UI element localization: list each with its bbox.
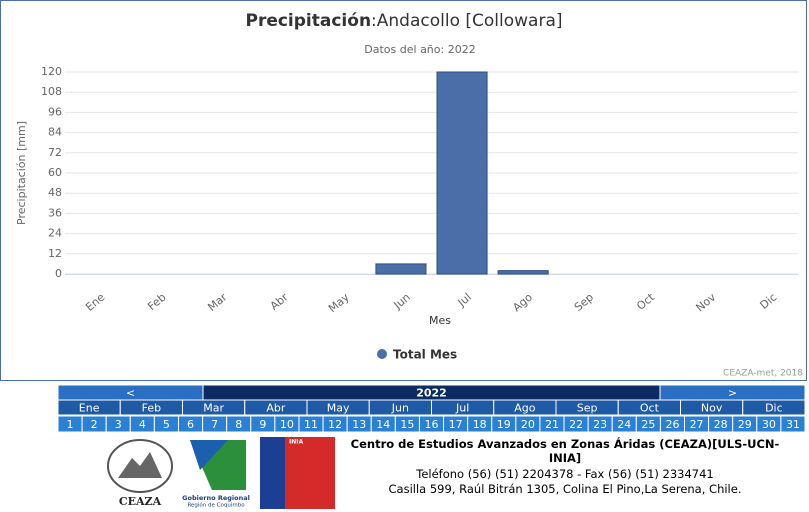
day[interactable]: 21 [545,418,559,431]
bar [436,71,488,275]
day[interactable]: 17 [449,418,463,431]
logo-text: CEAZA [119,495,162,508]
y-tick-label: 84 [48,126,62,139]
y-tick-label: 0 [55,267,62,280]
credit: CEAZA-met, 2018 [723,369,803,379]
day[interactable]: 2 [91,418,98,431]
day[interactable]: 16 [425,418,439,431]
y-tick-label: 108 [41,85,62,98]
day[interactable]: 1 [67,418,74,431]
chart-title: Precipitación:Andacollo [Collowara] [245,11,562,31]
day[interactable]: 30 [762,418,776,431]
day[interactable]: 11 [304,418,318,431]
day[interactable]: 7 [211,418,218,431]
month[interactable]: Sep [577,402,598,415]
title-station: :Andacollo [Collowara] [371,11,562,31]
day[interactable]: 5 [163,418,170,431]
month-cell[interactable] [742,399,806,416]
footer-phone: Teléfono (56) (51) 2204378 - Fax (56) (5… [416,467,714,481]
day[interactable]: 24 [617,418,631,431]
y-axis-label: Precipitación [mm] [15,121,28,225]
footer-address: Casilla 599, Raúl Bitrán 1305, Colina El… [388,482,742,496]
y-tick-label: 12 [48,247,62,260]
month[interactable]: Mar [203,402,224,415]
logo-gore-shape2 [190,440,228,470]
prev-year[interactable]: < [126,387,135,400]
month[interactable]: Jun [391,402,409,415]
y-tick-label: 120 [41,65,62,78]
day[interactable]: 3 [115,418,122,431]
day[interactable]: 22 [569,418,583,431]
chart-frame [0,0,807,381]
day-cell[interactable] [780,415,806,433]
day[interactable]: 28 [714,418,728,431]
y-tick-label: 96 [48,105,62,118]
legend-label: Total Mes [393,348,457,362]
day[interactable]: 15 [400,418,414,431]
logo-inia-red [285,437,335,509]
day[interactable]: 27 [690,418,704,431]
day[interactable]: 8 [235,418,242,431]
y-tick-label: 72 [48,146,62,159]
legend-marker [377,349,387,359]
day[interactable]: 18 [473,418,487,431]
day[interactable]: 31 [786,418,800,431]
day[interactable]: 20 [521,418,535,431]
x-axis-label: Mes [429,314,451,327]
y-tick-label: 48 [48,186,62,199]
day[interactable]: 25 [641,418,655,431]
day[interactable]: 12 [328,418,342,431]
day[interactable]: 4 [139,418,146,431]
month[interactable]: Nov [701,402,723,415]
bar [497,270,549,275]
month[interactable]: Ene [79,402,100,415]
day[interactable]: 19 [497,418,511,431]
y-tick-label: 24 [48,227,62,240]
year[interactable]: 2022 [416,387,447,400]
y-tick-label: 60 [48,166,62,179]
day[interactable]: 26 [665,418,679,431]
logo-text: Gobierno Regional [182,494,250,502]
logo-inia-blue [260,437,285,509]
month[interactable]: Abr [266,402,286,415]
logo-text: Región de Coquimbo [187,502,245,509]
bar [375,263,427,275]
month[interactable]: Feb [142,402,161,415]
footer-org: Centro de Estudios Avanzados en Zonas Ár… [350,437,780,465]
y-tick-label: 36 [48,206,62,219]
month[interactable]: Jul [455,402,469,415]
month[interactable]: Oct [640,402,660,415]
day[interactable]: 29 [738,418,752,431]
day[interactable]: 9 [259,418,266,431]
logo-ceaza-mountain [118,452,162,478]
month[interactable]: Ago [514,402,536,415]
day[interactable]: 14 [376,418,390,431]
title-main: Precipitación [245,11,371,31]
next-year[interactable]: > [728,387,737,400]
day[interactable]: 10 [280,418,294,431]
day[interactable]: 6 [187,418,194,431]
chart-subtitle: Datos del año: 2022 [364,43,475,56]
logo-text: INIA [289,439,303,446]
day[interactable]: 23 [593,418,607,431]
month[interactable]: Dic [765,402,783,415]
month[interactable]: May [327,402,350,415]
day[interactable]: 13 [352,418,366,431]
